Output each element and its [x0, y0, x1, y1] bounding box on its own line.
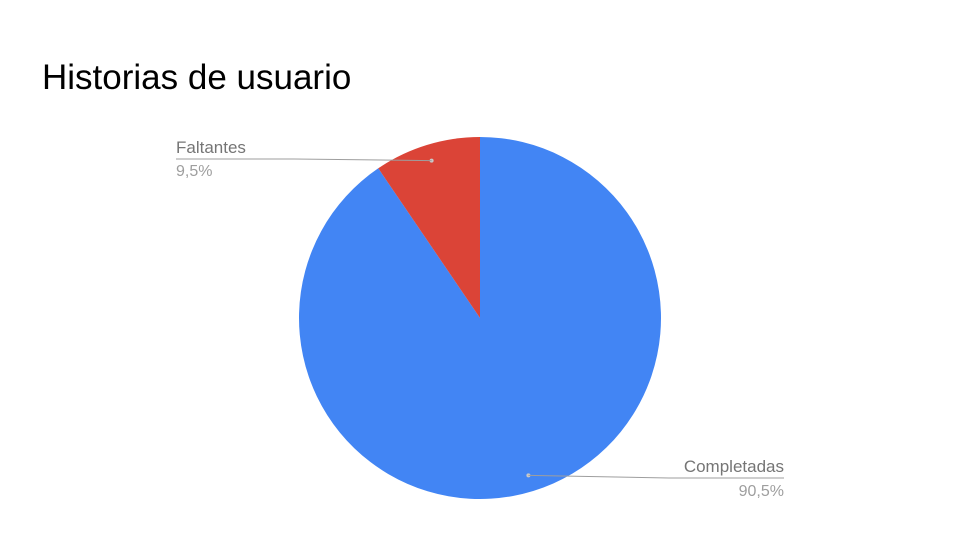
pie-labels: Completadas 90,5% Faltantes 9,5%: [176, 138, 784, 500]
slide-title: Historias de usuario: [42, 58, 352, 97]
slice-value-faltantes: 9,5%: [176, 163, 212, 180]
pie-slices: [298, 137, 661, 499]
leader-line-faltantes: [176, 158, 432, 162]
pie-slice-faltantes: [378, 137, 480, 318]
leader-line-completadas: [528, 474, 784, 479]
slice-label-faltantes: Faltantes: [176, 138, 246, 157]
slice-label-completadas: Completadas: [684, 457, 784, 476]
slice-value-completadas: 90,5%: [739, 483, 784, 500]
pie-slice-completadas: [298, 137, 661, 499]
